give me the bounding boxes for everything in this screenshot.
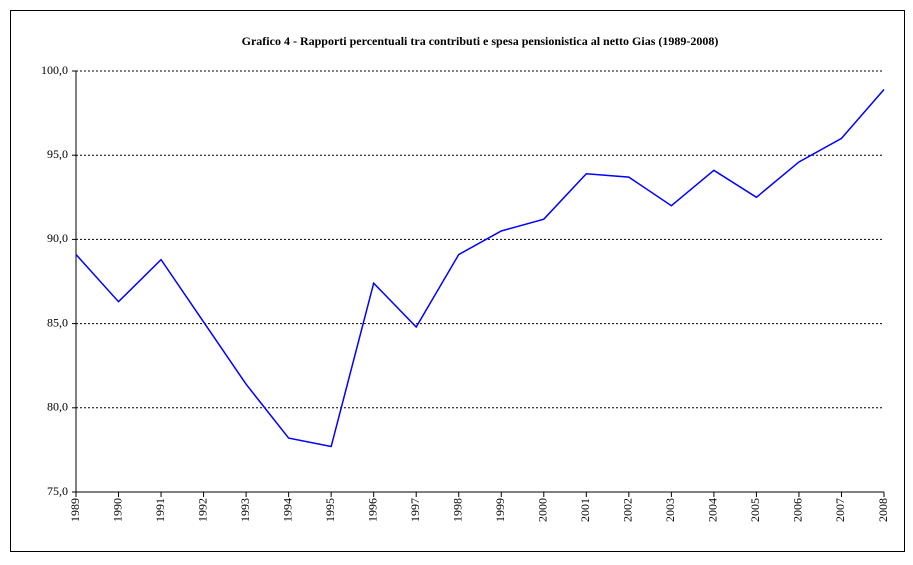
x-tick-label: 1990 (110, 498, 124, 522)
y-tick-label: 85,0 (47, 315, 68, 329)
y-tick-label: 95,0 (47, 147, 68, 161)
x-tick-label: 1999 (493, 498, 507, 522)
y-tick-label: 75,0 (47, 484, 68, 498)
x-tick-label: 1998 (450, 498, 464, 522)
y-tick-label: 90,0 (47, 231, 68, 245)
x-tick-label: 2006 (791, 498, 805, 522)
chart-title: Grafico 4 - Rapporti percentuali tra con… (242, 34, 719, 48)
y-tick-label: 80,0 (47, 400, 68, 414)
x-tick-label: 1991 (153, 498, 167, 522)
x-tick-label: 2004 (706, 498, 720, 522)
x-tick-label: 1996 (365, 498, 379, 522)
chart-border (10, 10, 905, 552)
x-tick-label: 2003 (663, 498, 677, 522)
x-tick-label: 2000 (536, 498, 550, 522)
x-tick-label: 1989 (68, 498, 82, 522)
x-tick-label: 1995 (323, 498, 337, 522)
x-tick-label: 1992 (195, 498, 209, 522)
x-tick-label: 2008 (876, 498, 890, 522)
x-tick-label: 1993 (238, 498, 252, 522)
x-tick-label: 2005 (748, 498, 762, 522)
x-tick-label: 1994 (280, 498, 294, 522)
x-tick-label: 2007 (833, 498, 847, 522)
y-tick-label: 100,0 (41, 63, 68, 77)
x-tick-label: 2002 (621, 498, 635, 522)
data-line (75, 89, 885, 448)
x-tick-label: 1997 (408, 498, 422, 522)
x-tick-label: 2001 (578, 498, 592, 522)
